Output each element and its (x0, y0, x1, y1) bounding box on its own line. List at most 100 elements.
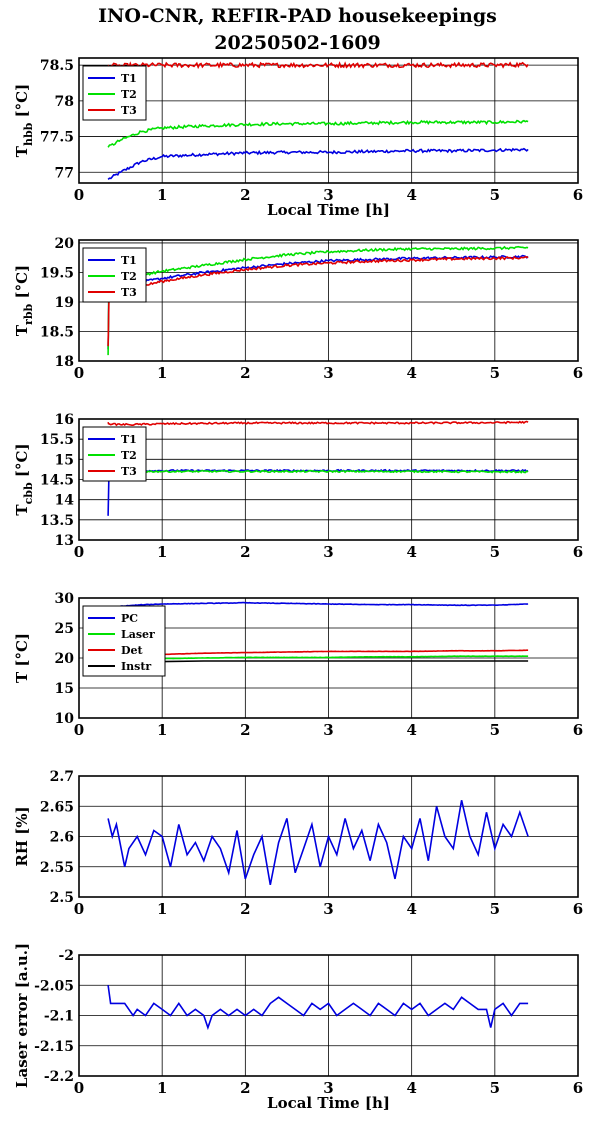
legend: PC Laser Det Instr (82, 605, 166, 677)
y-tick-label: 18 (55, 354, 74, 370)
y-tick-label: -2.2 (44, 1069, 74, 1085)
x-tick-label: 2 (240, 186, 250, 204)
y-axis-label: T [°C] (13, 633, 31, 683)
y-tick-label: 16 (55, 412, 74, 428)
legend-label: T1 (121, 254, 137, 267)
x-tick-label: 1 (157, 721, 167, 739)
x-tick-label: 5 (490, 721, 500, 739)
y-axis-label-main: RH [%] (13, 806, 31, 866)
x-tick-label: 1 (157, 543, 167, 561)
y-axis-label-unit: [°C] (13, 84, 31, 123)
y-tick-label: 25 (55, 621, 74, 637)
legend-label: T2 (121, 88, 137, 101)
y-tick-label: -2.1 (44, 1009, 74, 1025)
chart-title-line2: 20250502-1609 (214, 32, 381, 54)
y-tick-label: -2 (58, 948, 74, 964)
series-line-main (107, 800, 529, 886)
series-line-t2 (107, 245, 529, 356)
y-tick-label: 15 (55, 681, 74, 697)
x-tick-label: 3 (323, 900, 333, 918)
x-tick-label: 5 (490, 1079, 500, 1097)
legend-label: T1 (121, 72, 137, 85)
x-tick-label: 4 (406, 186, 416, 204)
series-line-t1 (107, 468, 529, 516)
y-tick-label: 20 (55, 651, 75, 667)
x-tick-label: 2 (240, 721, 250, 739)
y-tick-label: 13.5 (40, 513, 74, 529)
x-axis-label: Local Time [h] (267, 201, 390, 219)
y-tick-label: 20 (55, 236, 75, 252)
chart-panel-3: 13 13.5 14 14.5 15 15.5 16 0 1 2 3 4 5 6 T1 T2 T3 Tcbb [°… (13, 412, 583, 561)
x-tick-label: 3 (323, 1079, 333, 1097)
legend-label: T2 (121, 449, 137, 462)
x-tick-label: 6 (573, 900, 583, 918)
series-line-t1 (107, 147, 529, 181)
legend-label: Instr (121, 660, 151, 673)
legend-label: T3 (121, 286, 137, 299)
chart-panel-5: 2.5 2.55 2.6 2.65 2.7 0 1 2 3 4 5 6 RH [%] (13, 769, 583, 918)
x-tick-label: 3 (323, 721, 333, 739)
x-tick-label: 2 (240, 364, 250, 382)
y-axis-label-main: T (13, 324, 31, 336)
legend-label: T3 (121, 104, 137, 117)
y-tick-label: 18.5 (40, 324, 74, 340)
y-axis-label-sub: cbb (22, 482, 35, 504)
y-tick-label: -2.15 (34, 1039, 74, 1055)
series-line-det (108, 649, 529, 658)
legend-label: T3 (121, 465, 137, 478)
chart-panel-2: 18 18.5 19 19.5 20 0 1 2 3 4 5 6 T1 T2 T3 Trbb [°C] (13, 236, 583, 382)
y-axis-label: Thbb [°C] (13, 84, 35, 157)
y-tick-label: 15.5 (40, 432, 74, 448)
legend: T1 T2 T3 (82, 426, 147, 482)
y-tick-label: 13 (55, 533, 74, 549)
x-tick-label: 1 (157, 364, 167, 382)
plot-frame (78, 597, 579, 719)
x-tick-label: 5 (490, 364, 500, 382)
y-tick-label: 77.5 (40, 130, 74, 146)
x-tick-label: 3 (323, 364, 333, 382)
x-tick-label: 0 (74, 186, 84, 204)
y-tick-label: 77 (55, 165, 74, 181)
x-tick-label: 5 (490, 543, 500, 561)
plot-frame (78, 57, 579, 184)
y-axis-label: Trbb [°C] (13, 265, 35, 336)
x-tick-label: 0 (74, 1079, 84, 1097)
y-tick-label: 19.5 (40, 265, 74, 281)
legend: T1 T2 T3 (82, 247, 147, 303)
y-tick-label: 30 (55, 591, 75, 607)
plot-frame (78, 775, 579, 898)
series-line-laser (108, 655, 529, 662)
x-tick-label: 2 (240, 543, 250, 561)
y-tick-label: -2.05 (34, 978, 74, 994)
y-tick-label: 2.5 (50, 890, 74, 906)
y-tick-label: 2.7 (50, 769, 74, 785)
plot-frame (78, 954, 579, 1077)
y-axis-label-unit: [°C] (13, 265, 31, 304)
series-line-t2 (107, 119, 529, 148)
y-tick-label: 10 (55, 711, 75, 727)
series-line-t3 (107, 420, 529, 427)
series-line-pc (107, 601, 529, 608)
series-line-t3 (107, 255, 529, 347)
x-tick-label: 0 (74, 543, 84, 561)
x-tick-label: 3 (323, 186, 333, 204)
x-tick-label: 6 (573, 186, 583, 204)
legend: T1 T2 T3 (82, 65, 147, 121)
x-tick-label: 4 (406, 543, 416, 561)
x-tick-label: 0 (74, 721, 84, 739)
chart-title-line1: INO-CNR, REFIR-PAD housekeepings (98, 5, 497, 27)
y-tick-label: 2.55 (40, 860, 74, 876)
chart-panel-1: 77 77.5 78 78.5 0 1 2 3 4 5 6 T1 T2 T3 Thbb [°C] Local … (13, 57, 583, 219)
x-tick-label: 4 (406, 1079, 416, 1097)
legend-label: PC (121, 612, 138, 625)
y-tick-label: 78 (55, 94, 74, 110)
y-tick-label: 14 (55, 493, 75, 509)
x-tick-label: 4 (406, 900, 416, 918)
y-axis-label-main: T (13, 145, 31, 157)
chart-panel-4: 10 15 20 25 30 0 1 2 3 4 5 6 PC Laser Det Instr T [°C] (13, 591, 583, 739)
x-tick-label: 6 (573, 1079, 583, 1097)
x-tick-label: 0 (74, 900, 84, 918)
y-axis-label: Laser error [a.u.] (13, 943, 31, 1088)
y-tick-label: 15 (55, 452, 74, 468)
